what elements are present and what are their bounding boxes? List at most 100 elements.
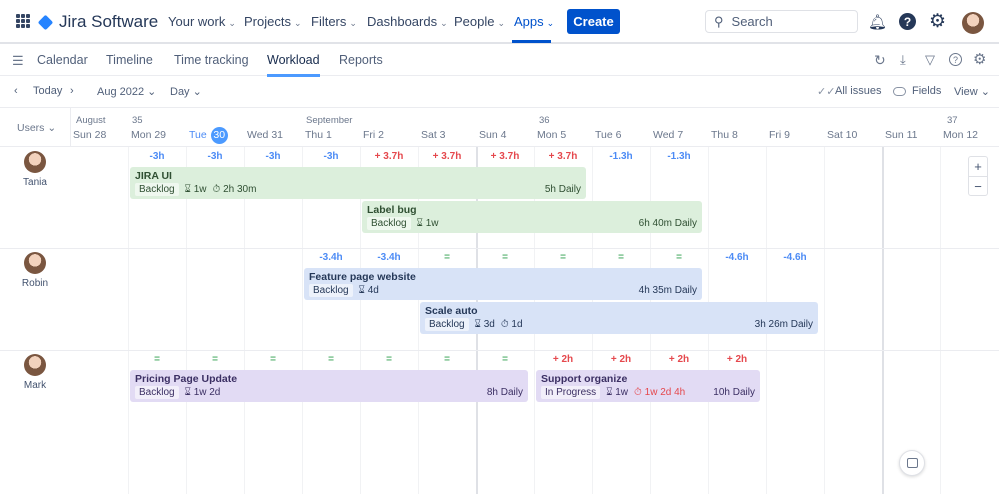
- search-icon: ⚲: [714, 13, 724, 29]
- load-indicator: =: [676, 252, 682, 263]
- app-switcher-icon[interactable]: [16, 14, 30, 28]
- week-label: 36: [539, 115, 550, 126]
- scale-select[interactable]: Day ⌄: [170, 86, 202, 98]
- load-indicator: + 3.7h: [548, 151, 578, 162]
- jira-diamond-icon: [37, 14, 54, 30]
- day-header: Thu 1: [305, 129, 332, 141]
- task-bar[interactable]: Support organize In Progress ⌛︎ 1w ⏱︎ 1w 2d…: [536, 370, 760, 402]
- load-indicator: -3.4h: [377, 252, 401, 263]
- day-header: Wed 31: [247, 129, 283, 141]
- task-bar[interactable]: Pricing Page Update Backlog ⌛︎ 1w 2d 8h Dai…: [130, 370, 528, 402]
- user-name: Tania: [23, 177, 47, 188]
- month-label: September: [306, 115, 353, 126]
- nav-filters[interactable]: Filters ⌄: [311, 14, 357, 29]
- all-issues-button[interactable]: All issues: [835, 85, 882, 97]
- day-header: Mon 12: [943, 129, 979, 141]
- toolbar: ‹ Today › Aug 2022 ⌄ Day ⌄ ✓✓ All issues…: [0, 77, 999, 108]
- nav-projects[interactable]: Projects ⌄: [244, 14, 302, 29]
- help-circle-icon[interactable]: ?: [949, 53, 962, 66]
- notifications-bell-icon[interactable]: 🔔︎: [868, 14, 888, 31]
- refresh-icon[interactable]: ↻: [874, 52, 886, 68]
- row-divider: [0, 248, 999, 249]
- nav-apps[interactable]: Apps ⌄: [514, 14, 555, 29]
- hourglass-icon: ⌛︎: [416, 218, 423, 229]
- day-header: Thu 8: [711, 129, 738, 141]
- daily-hours: 10h Daily: [713, 387, 755, 398]
- logged-time: ⏱︎ 1w 2d 4h: [634, 387, 686, 398]
- fields-button[interactable]: Fields: [912, 85, 942, 97]
- view-select[interactable]: View ⌄: [954, 86, 990, 98]
- task-title: Scale auto: [425, 305, 478, 317]
- user-tania: Tania: [0, 151, 70, 188]
- load-indicator: -1.3h: [667, 151, 691, 162]
- settings-gear-icon[interactable]: ⚙: [929, 11, 947, 32]
- active-nav-indicator: [512, 40, 551, 43]
- board-settings-icon[interactable]: ⚙: [973, 51, 987, 68]
- logged-time: ⏱︎ 2h 30m: [212, 184, 257, 195]
- nav-dashboards[interactable]: Dashboards ⌄: [367, 14, 448, 29]
- zoom-out-button[interactable]: −: [974, 179, 982, 194]
- week-label: 37: [947, 115, 958, 126]
- check-icon: ✓✓: [817, 86, 836, 98]
- status-badge: Backlog: [135, 183, 179, 196]
- stopwatch-icon: ⏱︎: [500, 319, 509, 330]
- task-bar[interactable]: JIRA UI Backlog ⌛︎ 1w ⏱︎ 2h 30m 5h Daily: [130, 167, 586, 199]
- user-robin: Robin: [0, 252, 70, 289]
- day-header: Sat 3: [421, 129, 446, 141]
- profile-avatar[interactable]: [962, 12, 984, 34]
- estimate: ⌛︎ 1w: [606, 387, 629, 398]
- user-name: Robin: [21, 278, 49, 289]
- day-divider: [302, 147, 303, 494]
- daily-hours: 6h 40m Daily: [638, 218, 697, 229]
- download-icon[interactable]: ⤓: [900, 52, 906, 67]
- day-header: Tue 30: [189, 127, 228, 144]
- load-indicator: -3h: [265, 151, 281, 162]
- tab-reports[interactable]: Reports: [339, 53, 383, 67]
- tab-calendar[interactable]: Calendar: [37, 53, 88, 67]
- estimate: ⌛︎ 3d: [474, 319, 495, 330]
- avatar: [24, 151, 46, 173]
- status-badge: Backlog: [425, 318, 469, 331]
- tab-time-tracking[interactable]: Time tracking: [174, 53, 249, 67]
- load-indicator: -3h: [149, 151, 165, 162]
- jira-logo[interactable]: Jira Software: [37, 12, 158, 32]
- tab-timeline[interactable]: Timeline: [106, 53, 153, 67]
- load-indicator: + 3.7h: [432, 151, 462, 162]
- panel-toggle-button[interactable]: [899, 450, 925, 476]
- search-input[interactable]: ⚲ Search: [705, 10, 858, 33]
- filter-icon[interactable]: ▽: [925, 52, 935, 67]
- day-header: Sun 4: [479, 129, 507, 141]
- task-bar[interactable]: Scale auto Backlog ⌛︎ 3d ⏱︎ 1d 3h 26m Daily: [420, 302, 818, 334]
- nav-your-work[interactable]: Your work ⌄: [168, 14, 236, 29]
- load-indicator: =: [618, 252, 624, 263]
- next-icon[interactable]: ›: [70, 85, 74, 97]
- workload-grid: Tania -3h -3h -3h -3h + 3.7h + 3.7h + 3.7h + 3.7…: [0, 147, 999, 494]
- today-button[interactable]: Today: [33, 85, 63, 97]
- prev-icon[interactable]: ‹: [14, 85, 18, 97]
- day-header: Sun 28: [73, 129, 107, 141]
- load-indicator: =: [386, 354, 392, 365]
- day-header: Wed 7: [653, 129, 684, 141]
- logged-time: ⏱︎ 1d: [500, 319, 523, 330]
- daily-hours: 8h Daily: [486, 387, 523, 398]
- zoom-in-button[interactable]: +: [969, 157, 987, 177]
- estimate: ⌛︎ 4d: [358, 285, 379, 296]
- tab-workload[interactable]: Workload: [267, 53, 320, 77]
- users-select[interactable]: Users ⌄: [17, 122, 57, 134]
- day-divider: [418, 147, 419, 494]
- menu-icon[interactable]: ☰: [12, 53, 24, 68]
- status-badge: Backlog: [309, 284, 353, 297]
- task-bar[interactable]: Feature page website Backlog ⌛︎ 4d 4h 35m D…: [304, 268, 702, 300]
- status-badge: In Progress: [541, 386, 601, 399]
- stopwatch-icon: ⏱︎: [634, 387, 642, 398]
- load-indicator: =: [154, 354, 160, 365]
- fields-toggle-icon[interactable]: [893, 87, 906, 96]
- help-icon[interactable]: ?: [899, 13, 916, 30]
- hourglass-icon: ⌛︎: [474, 319, 481, 330]
- create-button[interactable]: Create: [567, 9, 620, 34]
- day-header: Sat 10: [827, 129, 858, 141]
- nav-people[interactable]: People ⌄: [454, 14, 506, 29]
- task-title: Label bug: [367, 204, 417, 216]
- task-bar[interactable]: Label bug Backlog ⌛︎ 1w 6h 40m Daily: [362, 201, 702, 233]
- month-select[interactable]: Aug 2022 ⌄: [97, 86, 157, 98]
